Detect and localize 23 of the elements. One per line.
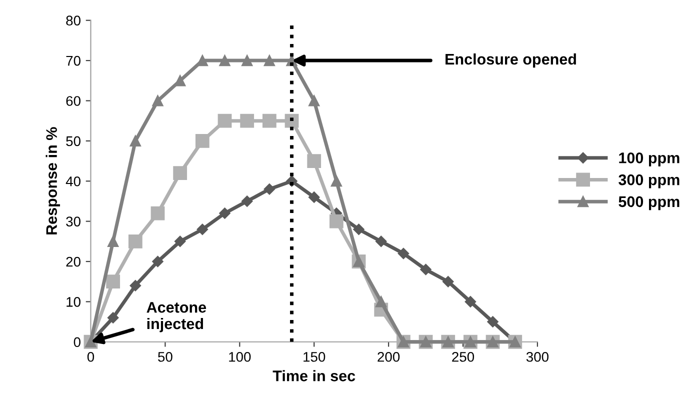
x-tick-label: 50 [158, 352, 172, 362]
y-tick-label: 20 [66, 256, 80, 267]
x-tick-label: 100 [229, 352, 251, 362]
y-axis-title: Response in % [46, 127, 60, 234]
x-tick-label: 0 [87, 352, 94, 362]
x-tick-label: 300 [526, 352, 549, 362]
x-axis-title: Time in sec [272, 370, 356, 382]
legend-label: 500 ppm [618, 196, 680, 210]
y-tick-label: 10 [66, 297, 80, 307]
y-tick-label: 0 [74, 337, 80, 348]
y-tick-label: 60 [66, 96, 80, 106]
y-tick-label: 80 [66, 16, 80, 26]
x-tick-label: 200 [378, 352, 400, 362]
legend-label: 100 ppm [619, 152, 680, 166]
y-tick-label: 50 [66, 136, 80, 146]
x-tick-label: 250 [452, 352, 474, 362]
y-tick-label: 70 [66, 56, 80, 66]
y-tick-label: 40 [66, 176, 80, 186]
legend-label: 300 ppm [618, 174, 680, 188]
y-tick-label: 30 [66, 216, 80, 226]
annotation: Acetone injected [146, 302, 206, 332]
x-tick-label: 150 [304, 352, 326, 362]
annotation: Enclosure opened [446, 53, 576, 68]
